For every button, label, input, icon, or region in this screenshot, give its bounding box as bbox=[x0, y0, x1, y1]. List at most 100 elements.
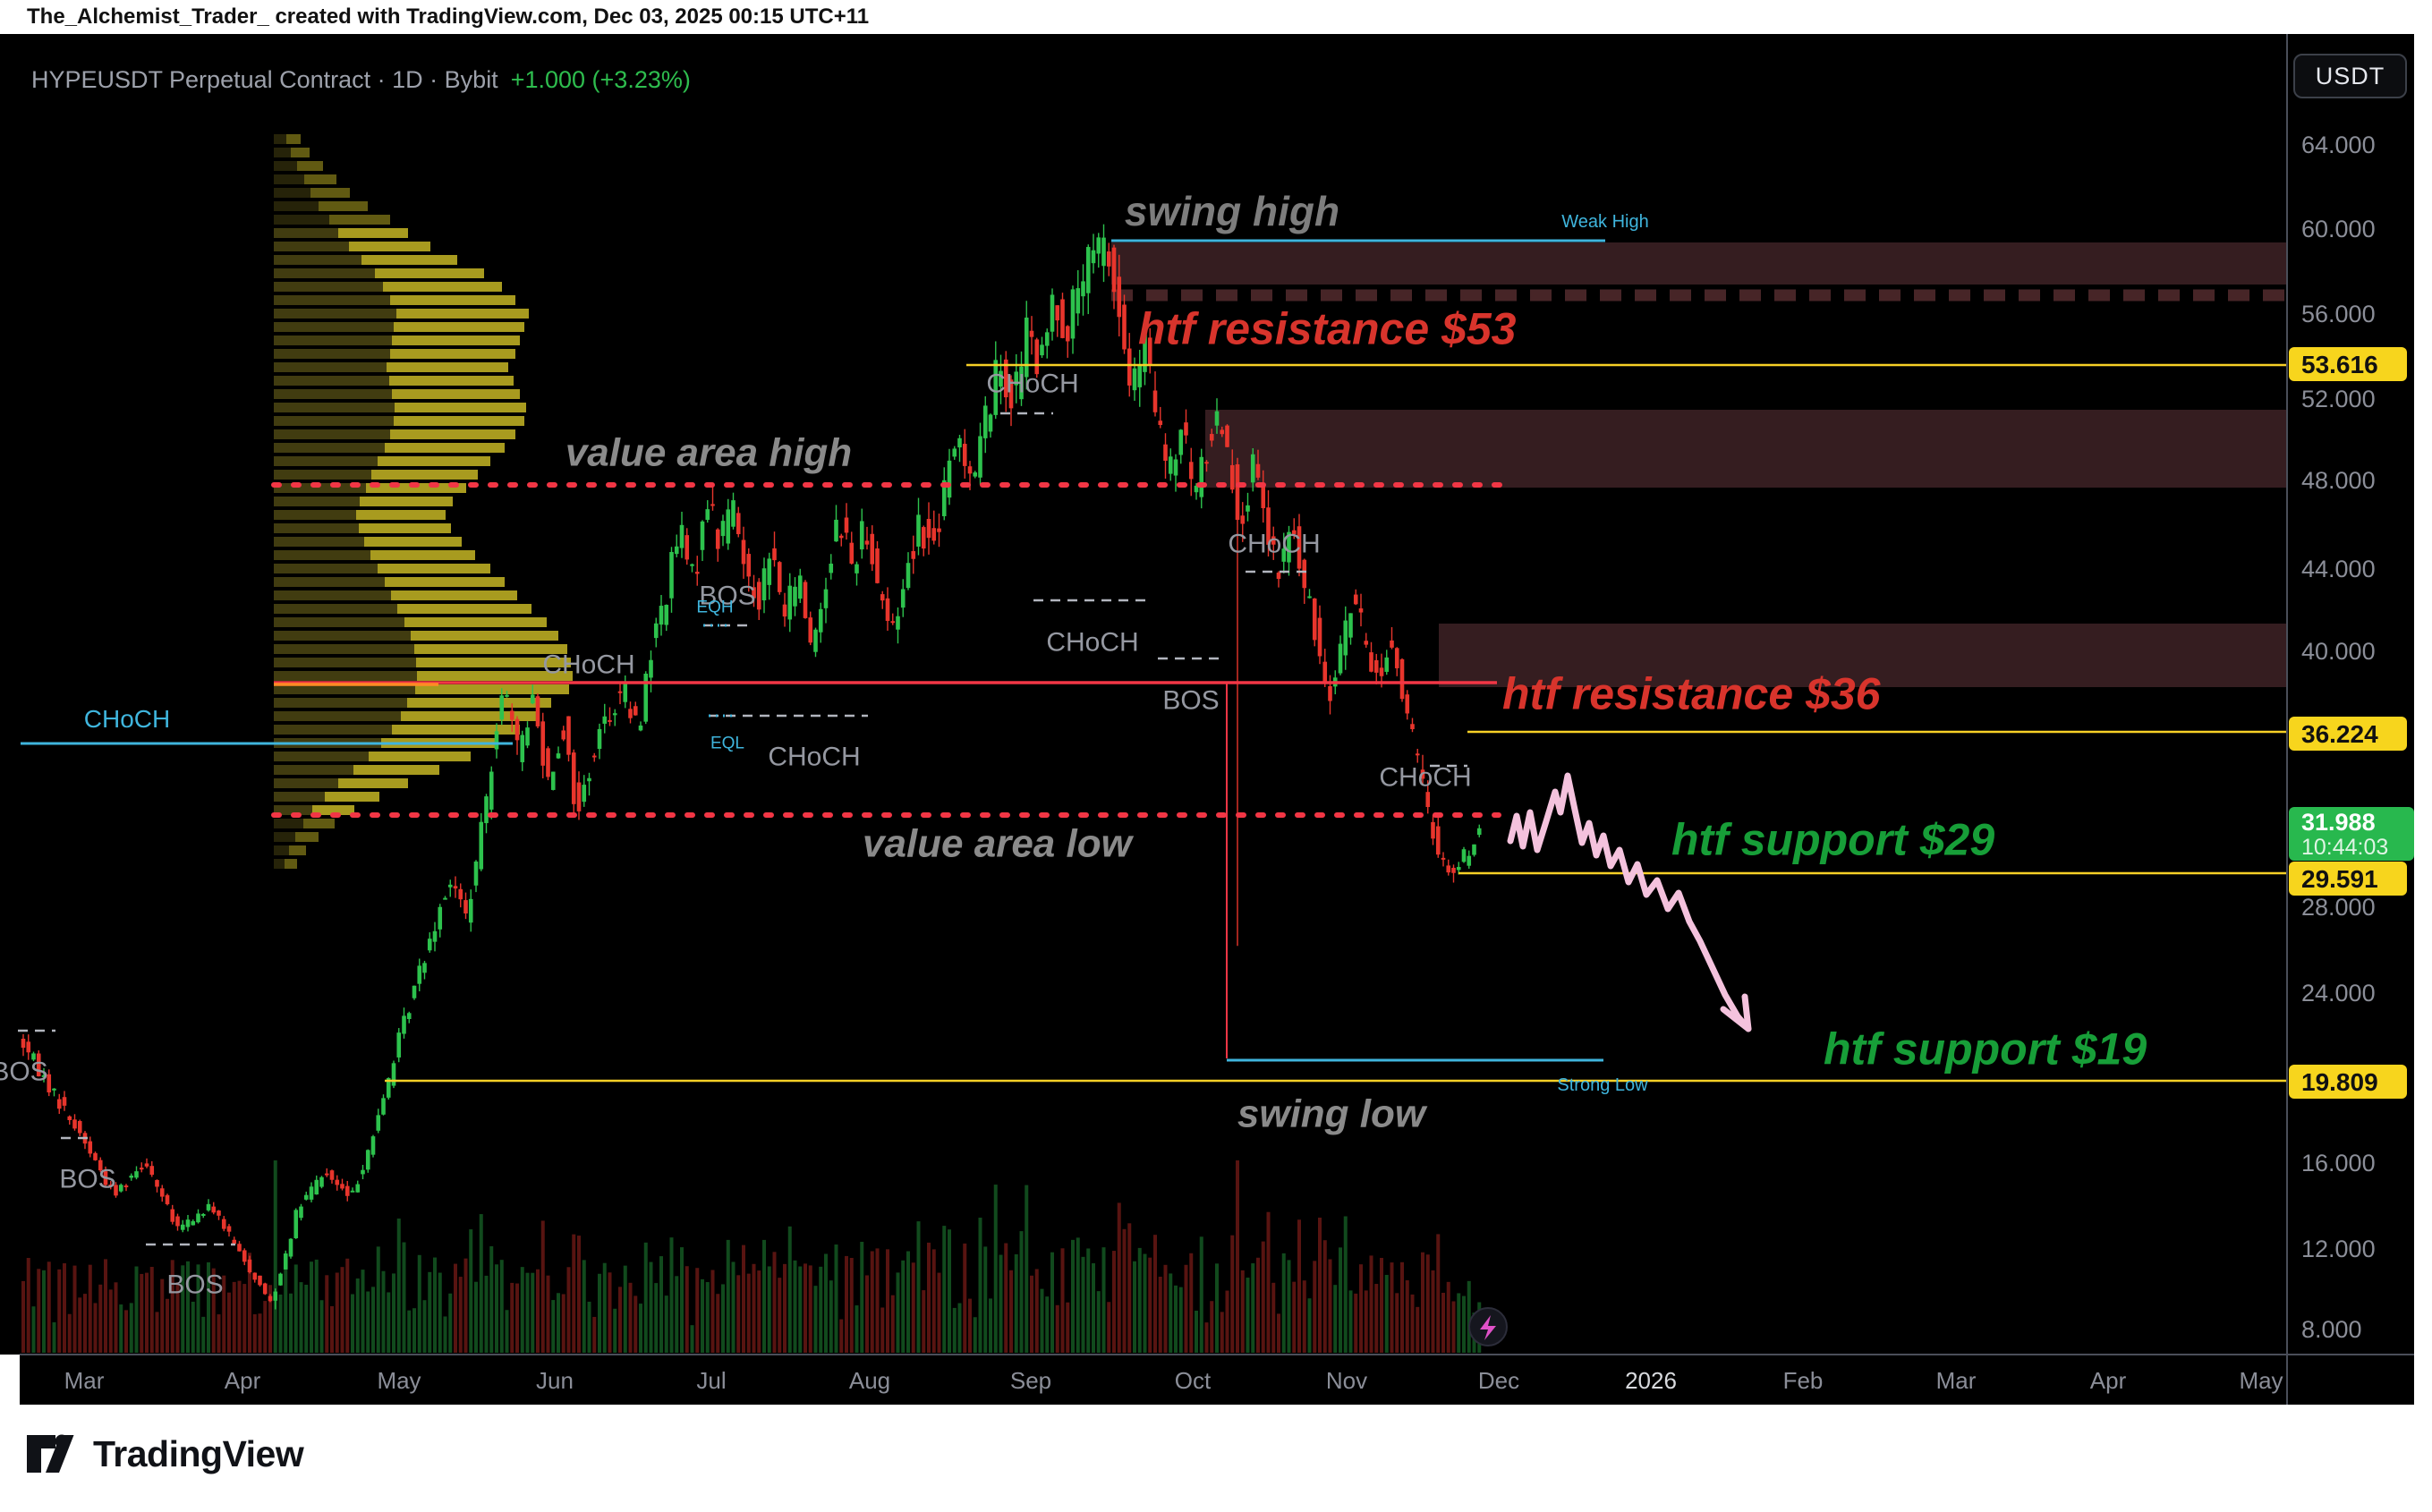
bos-label[interactable]: BOS bbox=[1162, 686, 1219, 716]
candle-body bbox=[144, 1163, 149, 1167]
bos-label[interactable]: BOS bbox=[166, 1270, 223, 1300]
time-axis-pane[interactable] bbox=[20, 1355, 2414, 1405]
candle-body bbox=[299, 1206, 303, 1219]
volume-bar bbox=[304, 1284, 309, 1353]
strong-low-label[interactable]: Strong Low bbox=[1557, 1075, 1648, 1095]
choch-label[interactable]: CHoCH bbox=[986, 370, 1078, 399]
candle-body bbox=[21, 1039, 26, 1049]
candle-body bbox=[1435, 826, 1441, 855]
volume-bar bbox=[387, 1292, 391, 1353]
tradingview-logo[interactable]: TradingView bbox=[25, 1430, 304, 1478]
symbol-name[interactable]: HYPEUSDT Perpetual Contract · 1D · Bybit bbox=[31, 66, 498, 93]
swing-low-label[interactable]: swing low bbox=[1237, 1092, 1428, 1135]
volume-bar bbox=[1210, 1301, 1214, 1353]
symbol-title[interactable]: HYPEUSDT Perpetual Contract · 1D · Bybit… bbox=[31, 66, 691, 94]
volume-bar bbox=[458, 1277, 463, 1353]
profile-row bbox=[304, 174, 336, 184]
htf-resistance-53-label[interactable]: htf resistance $53 bbox=[1138, 304, 1517, 354]
profile-row bbox=[360, 497, 453, 506]
bos-label[interactable]: BOS bbox=[59, 1165, 115, 1194]
candle-body bbox=[1266, 507, 1271, 545]
supply-zone-low[interactable] bbox=[1439, 624, 2287, 687]
time-axis[interactable]: Mar Apr May Jun Jul Aug Sep Oct Nov Dec 2026 Feb Mar… bbox=[64, 1367, 2283, 1394]
drawing-lines[interactable] bbox=[18, 239, 2287, 1246]
volume-bar bbox=[787, 1226, 792, 1353]
profile-row bbox=[411, 631, 558, 641]
volume-bar bbox=[577, 1236, 581, 1353]
candle-body bbox=[293, 1210, 299, 1239]
supply-zone-top[interactable] bbox=[1111, 242, 2287, 285]
candle-body bbox=[700, 521, 705, 550]
tradingview-logo-text: TradingView bbox=[93, 1432, 304, 1474]
volume-bar bbox=[381, 1270, 386, 1353]
volume-bar bbox=[598, 1273, 601, 1353]
candle-body bbox=[1461, 849, 1467, 862]
candle-body bbox=[844, 517, 849, 533]
choch-label[interactable]: CHoCH bbox=[768, 743, 860, 772]
price-tick-label: 16.000 bbox=[2301, 1150, 2376, 1176]
volume-bar bbox=[1133, 1261, 1136, 1353]
candle-body bbox=[252, 1272, 258, 1280]
profile-row bbox=[291, 148, 310, 157]
choch-label-cyan[interactable]: CHoCH bbox=[84, 705, 170, 733]
candle-body bbox=[736, 513, 741, 535]
profile-row bbox=[274, 523, 359, 533]
htf-support-19-label[interactable]: htf support $19 bbox=[1824, 1024, 2147, 1075]
bos-label[interactable]: BOS bbox=[0, 1058, 48, 1087]
choch-label[interactable]: CHoCH bbox=[1228, 530, 1320, 559]
candles[interactable] bbox=[21, 224, 1482, 1310]
profile-row bbox=[274, 403, 395, 412]
candle-body bbox=[1472, 844, 1476, 855]
volume-bar bbox=[1395, 1293, 1399, 1353]
weak-high-label[interactable]: Weak High bbox=[1561, 212, 1648, 232]
candle-body bbox=[947, 460, 952, 498]
candle-body bbox=[921, 527, 926, 549]
choch-label[interactable]: CHoCH bbox=[1046, 628, 1138, 658]
profile-row bbox=[274, 671, 417, 681]
candle-body bbox=[803, 582, 808, 618]
swing-high-label[interactable]: swing high bbox=[1125, 188, 1339, 234]
profile-row bbox=[390, 349, 515, 359]
htf-resistance-36-label[interactable]: htf resistance $36 bbox=[1502, 669, 1882, 719]
candle-body bbox=[875, 548, 880, 583]
choch-label[interactable]: CHoCH bbox=[542, 650, 634, 680]
time-tick-label: May bbox=[2239, 1367, 2283, 1394]
candle-body bbox=[509, 710, 514, 720]
volume-bar bbox=[98, 1284, 103, 1353]
profile-row bbox=[392, 725, 520, 735]
volume-bar bbox=[479, 1214, 483, 1353]
candle-body bbox=[1199, 456, 1204, 497]
candle-body bbox=[1220, 429, 1225, 435]
eql-label[interactable]: EQL bbox=[710, 735, 744, 753]
currency-toggle-button[interactable]: USDT bbox=[2293, 54, 2407, 98]
volume-bar bbox=[716, 1294, 720, 1353]
candle-body bbox=[314, 1179, 319, 1195]
bos-label[interactable]: BOS bbox=[699, 582, 755, 611]
volume-bar bbox=[366, 1291, 370, 1353]
candle-body bbox=[237, 1244, 242, 1252]
volume-bar bbox=[108, 1289, 113, 1353]
volume-bar bbox=[412, 1308, 416, 1353]
candle-body bbox=[432, 930, 438, 942]
eqh-label[interactable]: EQH bbox=[696, 599, 733, 617]
value-area-high-label[interactable]: value area high bbox=[565, 430, 852, 474]
choch-label[interactable]: CHoCH bbox=[1379, 763, 1471, 793]
price-tick-label: 48.000 bbox=[2301, 467, 2376, 494]
supply-zone-mid[interactable] bbox=[1205, 410, 2287, 488]
flash-fab[interactable] bbox=[1468, 1307, 1508, 1346]
volume-bar bbox=[1333, 1285, 1338, 1353]
volume-bar bbox=[952, 1307, 957, 1353]
volume-bar bbox=[875, 1248, 880, 1353]
htf-support-29-label[interactable]: htf support $29 bbox=[1671, 815, 1994, 865]
profile-row bbox=[389, 376, 514, 386]
candle-body bbox=[659, 606, 664, 625]
volume-bar bbox=[1318, 1217, 1322, 1353]
candle-body bbox=[93, 1152, 98, 1160]
price-axis[interactable]: 64.000 60.000 56.000 52.000 48.000 44.000 40.0… bbox=[20, 34, 2414, 1405]
value-area-low-label[interactable]: value area low bbox=[863, 821, 1135, 865]
volume-bar bbox=[829, 1280, 833, 1353]
volume-bar bbox=[463, 1258, 468, 1353]
projected-path-arrow[interactable] bbox=[1507, 772, 1752, 1032]
volume-bar bbox=[433, 1257, 437, 1353]
